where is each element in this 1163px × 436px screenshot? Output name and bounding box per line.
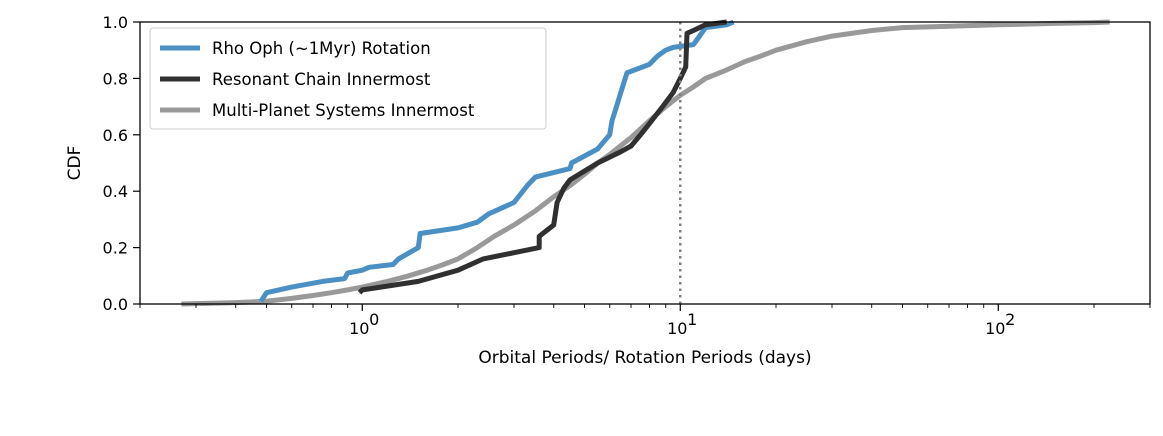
legend-entry-label: Resonant Chain Innermost — [212, 70, 431, 89]
y-tick-label: 0.0 — [103, 295, 128, 314]
legend-box — [149, 27, 547, 130]
series-line-2 — [357, 19, 728, 295]
y-tick-label: 0.2 — [103, 239, 128, 258]
y-axis-label: CDF — [65, 146, 85, 181]
x-tick-label: 10 — [349, 319, 369, 338]
legend: Rho Oph (~1Myr) Rotation Resonant Chain I… — [149, 27, 547, 130]
x-tick-exponent: 2 — [1005, 310, 1015, 329]
y-tick-label: 1.0 — [103, 13, 128, 32]
x-tick-label: 10 — [985, 319, 1005, 338]
series-line-1 — [258, 19, 735, 303]
y-tick-label: 0.8 — [103, 69, 128, 88]
x-tick-exponent: 0 — [369, 310, 379, 329]
y-tick-label: 0.4 — [103, 182, 128, 201]
legend-entry-label: Multi-Planet Systems Innermost — [212, 101, 475, 120]
y-tick-label: 0.6 — [103, 126, 128, 145]
plot-frame — [139, 21, 1151, 305]
x-axis: 10 0 10 1 10 2 — [139, 304, 1151, 338]
legend-entry-label: Rho Oph (~1Myr) Rotation — [212, 39, 431, 58]
x-axis-label: Orbital Periods/ Rotation Periods (days) — [478, 348, 811, 368]
y-axis: 0.0 0.2 0.4 0.6 0.8 1.0 — [103, 13, 140, 314]
plot-lines — [181, 19, 1110, 307]
x-tick-exponent: 1 — [687, 310, 697, 329]
x-tick-label: 10 — [667, 319, 687, 338]
